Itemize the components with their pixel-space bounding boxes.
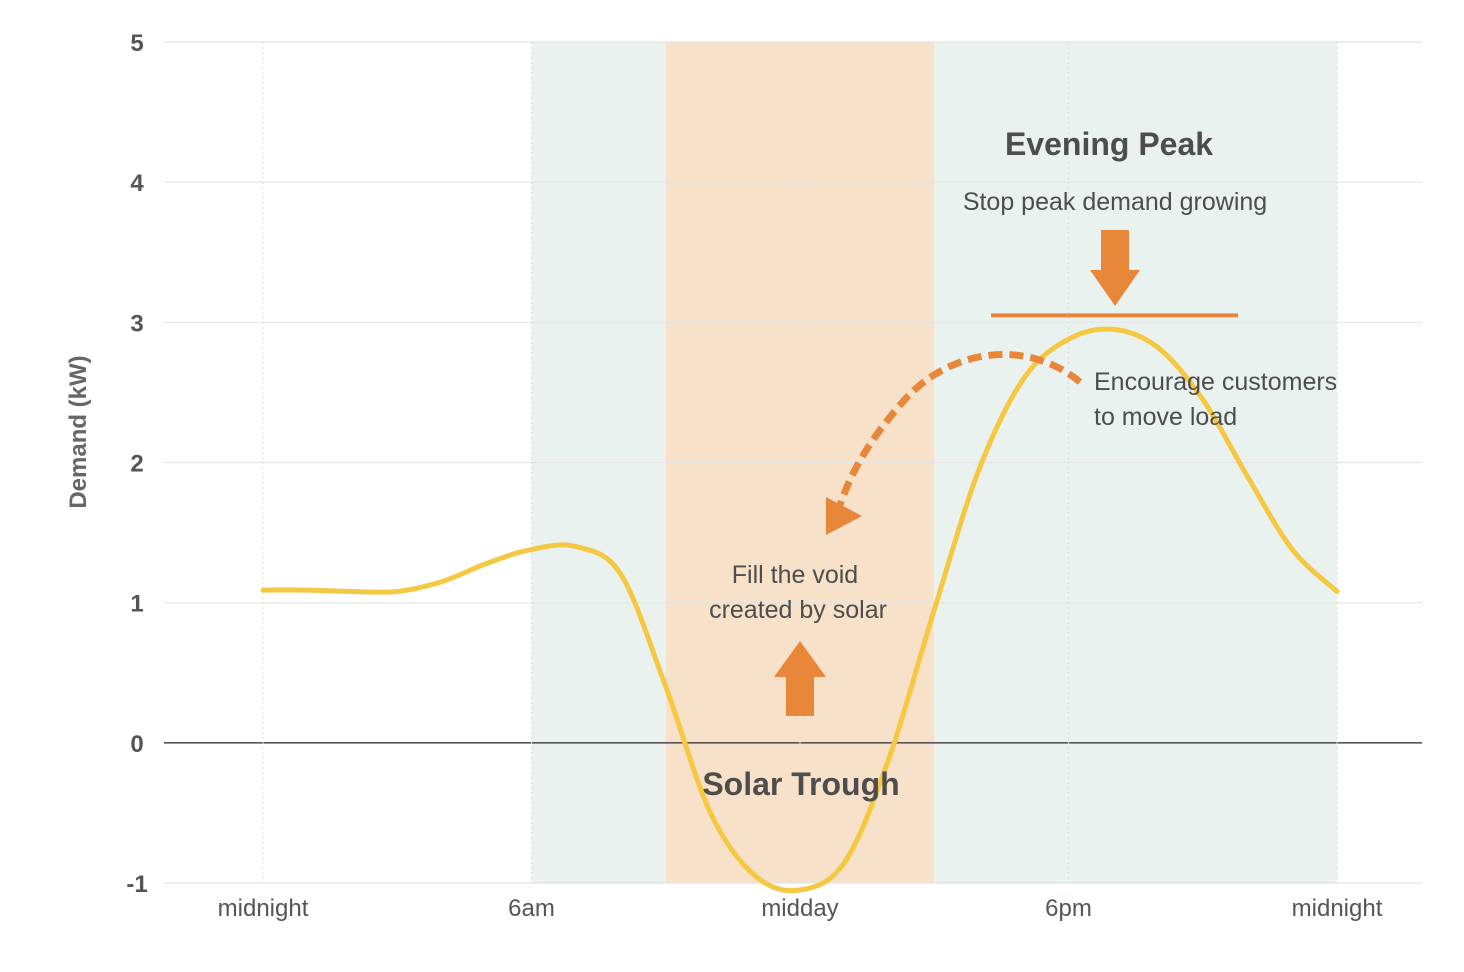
up-arrow-icon xyxy=(774,641,826,716)
x-tick-label: 6am xyxy=(508,895,555,922)
demand-series-line xyxy=(260,326,1340,894)
fill-void-line-2: created by solar xyxy=(709,596,887,624)
x-tick-label: 6pm xyxy=(1045,895,1092,922)
y-tick-label: 0 xyxy=(130,731,143,758)
grid-lines xyxy=(164,41,1422,884)
y-tick-label: 1 xyxy=(130,591,143,618)
encourage-line-2: to move load xyxy=(1094,403,1237,431)
evening-peak-subtitle: Stop peak demand growing xyxy=(963,188,1267,216)
series-group xyxy=(260,326,1340,894)
x-tick-label: midnight xyxy=(1292,895,1383,922)
fill-void-line-1: Fill the void xyxy=(732,561,858,589)
down-arrow-icon xyxy=(1090,230,1140,306)
encourage-line-1: Encourage customers xyxy=(1094,368,1337,396)
y-tick-label: -1 xyxy=(126,871,147,898)
x-tick-label: midnight xyxy=(218,895,309,922)
y-tick-label: 4 xyxy=(130,170,144,197)
x-tick-label: midday xyxy=(761,895,838,922)
y-axis-label: Demand (kW) xyxy=(65,355,92,508)
y-tick-labels: 5 4 3 2 1 0 -1 xyxy=(126,30,147,898)
y-tick-label: 2 xyxy=(130,451,143,478)
evening-peak-title: Evening Peak xyxy=(1005,126,1213,162)
y-tick-label: 3 xyxy=(130,310,143,337)
annotations: Evening Peak Stop peak demand growing En… xyxy=(702,126,1337,802)
curved-dashed-arrow xyxy=(836,351,1083,507)
y-tick-label: 5 xyxy=(130,30,143,57)
solar-trough-label: Solar Trough xyxy=(702,766,899,802)
x-tick-labels: midnight 6am midday 6pm midnight xyxy=(218,895,1383,922)
curved-arrow-head-icon xyxy=(826,497,862,535)
